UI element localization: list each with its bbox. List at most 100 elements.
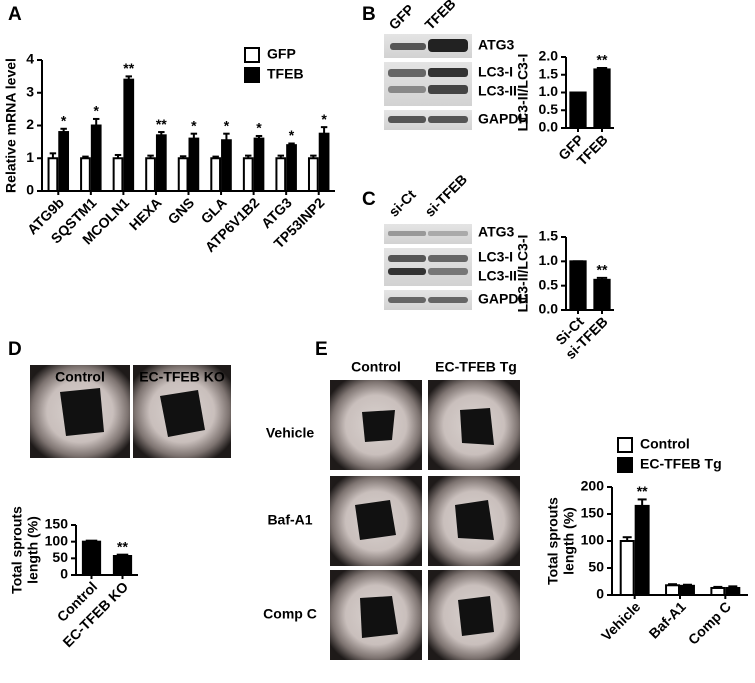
micrograph <box>30 365 520 660</box>
legend-swatch <box>244 67 260 83</box>
y-tick-label: 150 <box>45 516 69 532</box>
bar <box>275 157 287 192</box>
legend-label: TFEB <box>267 66 304 82</box>
y-axis-label: length (%) <box>25 516 41 584</box>
y-axis-label: Total sprouts <box>9 506 25 594</box>
bar <box>188 137 200 193</box>
significance: * <box>61 112 67 128</box>
y-tick-label: 1.0 <box>539 83 559 99</box>
y-axis-label: Total sprouts <box>545 497 561 585</box>
lane-label: si-Ct <box>385 186 419 220</box>
y-axis-label: LC3-II/LC3-I <box>515 54 531 132</box>
bar <box>307 157 319 192</box>
bar <box>177 157 189 192</box>
legend-label: Control <box>640 436 690 452</box>
band-label: LC3-I <box>478 64 513 80</box>
y-axis-label: LC3-II/LC3-I <box>515 235 531 313</box>
image-row-label: Vehicle <box>266 425 314 441</box>
bar <box>725 586 741 596</box>
y-tick-label: 50 <box>588 559 604 575</box>
bar <box>242 157 254 192</box>
y-tick-label: 0.0 <box>539 301 559 317</box>
bar <box>569 260 587 312</box>
y-tick-label: 0.5 <box>539 101 559 117</box>
significance: * <box>289 127 295 143</box>
y-tick-label: 2 <box>26 116 34 132</box>
bar <box>221 139 232 193</box>
panel-label: C <box>362 189 376 210</box>
y-tick-label: 4 <box>26 51 34 67</box>
band-label: ATG3 <box>478 224 515 240</box>
image-column-label: Control <box>351 359 401 375</box>
significance: ** <box>597 52 608 68</box>
x-tick-label: Comp C <box>685 598 734 647</box>
lane-label: si-TFEB <box>421 171 470 220</box>
significance: * <box>191 117 197 133</box>
bar <box>210 157 222 192</box>
y-tick-label: 3 <box>26 83 34 99</box>
y-tick-label: 1.5 <box>539 65 559 81</box>
bar <box>593 278 611 311</box>
band-label: LC3-I <box>478 249 513 265</box>
legend-swatch <box>617 457 633 473</box>
bar <box>318 132 330 192</box>
lane-label: GFP <box>385 1 417 33</box>
image-column-label: Control <box>55 369 105 385</box>
y-tick-label: 50 <box>52 549 68 565</box>
y-tick-label: 1 <box>26 149 34 165</box>
significance: ** <box>156 116 167 132</box>
y-tick-label: 0.0 <box>539 119 559 135</box>
legend-swatch <box>244 47 260 63</box>
image-column-label: EC-TFEB Tg <box>435 359 517 375</box>
bar <box>58 131 70 193</box>
image-row-label: Baf-A1 <box>267 512 312 528</box>
bar <box>145 157 156 192</box>
y-tick-label: 2.0 <box>539 48 559 64</box>
x-tick-label: Vehicle <box>598 598 644 644</box>
y-tick-label: 0 <box>26 182 34 198</box>
band-label: LC3-II <box>478 268 517 284</box>
y-tick-label: 200 <box>581 478 605 494</box>
bar <box>112 157 124 192</box>
y-tick-label: 1.0 <box>539 252 559 268</box>
bar <box>593 68 611 130</box>
bar <box>286 144 297 192</box>
significance: * <box>256 120 262 136</box>
legend-label: EC-TFEB Tg <box>640 456 722 472</box>
band-label: GAPDH <box>478 291 529 307</box>
bar <box>680 584 695 597</box>
legend-label: GFP <box>267 46 296 62</box>
x-tick-label: Baf-A1 <box>646 598 689 641</box>
bar <box>253 137 265 193</box>
significance: ** <box>637 483 648 499</box>
panel-label: D <box>8 339 22 360</box>
bar <box>619 540 635 596</box>
legend-swatch <box>617 437 633 453</box>
bar <box>710 586 726 596</box>
bar <box>569 91 587 129</box>
panel-label: E <box>315 339 328 360</box>
significance: ** <box>123 60 134 76</box>
bar <box>81 540 102 577</box>
bar <box>90 124 102 192</box>
significance: ** <box>597 262 608 278</box>
bar <box>155 134 167 192</box>
bar <box>112 555 133 576</box>
blot <box>384 34 472 130</box>
panel-label: A <box>8 4 22 25</box>
y-tick-label: 1.5 <box>539 228 559 244</box>
image-column-label: EC-TFEB KO <box>139 369 225 385</box>
bar <box>47 157 59 192</box>
band-label: GAPDH <box>478 111 529 127</box>
y-tick-label: 0 <box>596 586 604 602</box>
lane-label: TFEB <box>421 0 458 33</box>
blot <box>384 224 472 310</box>
significance: * <box>321 111 327 127</box>
bar <box>80 157 91 192</box>
y-tick-label: 150 <box>581 505 605 521</box>
bar <box>665 584 680 597</box>
significance: * <box>224 117 230 133</box>
band-label: ATG3 <box>478 37 515 53</box>
band-label: LC3-II <box>478 83 517 99</box>
